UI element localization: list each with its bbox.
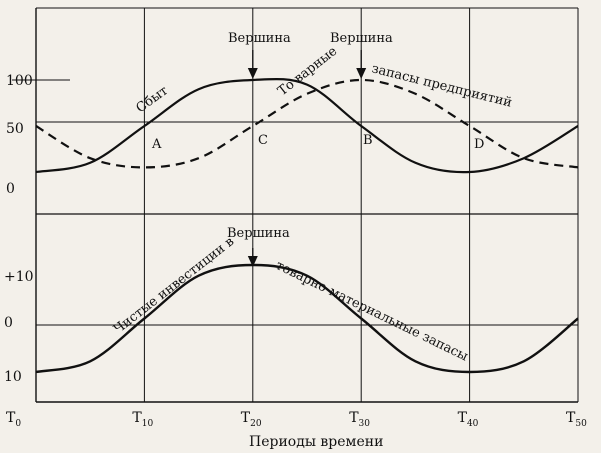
investment-label-part2: товарно-материальные запасы (273, 258, 470, 364)
investment-label-part1: Чистые инвестиции в (111, 234, 237, 337)
x-tick-label: T10 (132, 410, 153, 429)
point-b-label: B (363, 133, 373, 148)
peak-sales-arrow-head (247, 68, 258, 79)
net-investment-curve (35, 263, 579, 374)
y-tick-label: 0 (4, 315, 13, 331)
y-tick-label: 100 (6, 73, 33, 89)
chart-grid (12, 7, 579, 403)
x-tick-label: T20 (241, 410, 262, 429)
peak-investment-label: Вершина (227, 226, 290, 241)
y-tick-label: 50 (6, 121, 24, 137)
point-a-label: A (151, 137, 162, 152)
chart-curves (35, 50, 579, 374)
y-tick-label: +10 (4, 269, 34, 285)
y-tick-label: 0 (6, 181, 15, 197)
peak-inventory-arrow-head (356, 68, 367, 79)
y-tick-label: 10 (4, 369, 22, 385)
x-tick-label: T30 (349, 410, 370, 429)
x-tick-label: T50 (566, 410, 587, 429)
inventory-label-part2: запасы предприятий (370, 61, 513, 110)
sales-curve (35, 77, 579, 174)
x-tick-label: T0 (6, 410, 21, 429)
peak-investment-arrow-head (247, 256, 258, 267)
point-d-label: D (474, 137, 484, 152)
x-axis-label: Периоды времени (249, 434, 383, 450)
x-tick-label: T40 (458, 410, 479, 429)
peak-sales-label: Вершина (228, 31, 291, 46)
chart-labels: 100 50 0 +10 0 10 T0 T10 T20 T30 T40 T50 Вершина Верш… (4, 31, 587, 450)
inventory-label-part1: То варные (275, 44, 340, 100)
peak-inventory-label: Вершина (330, 31, 393, 46)
point-c-label: C (258, 133, 268, 148)
